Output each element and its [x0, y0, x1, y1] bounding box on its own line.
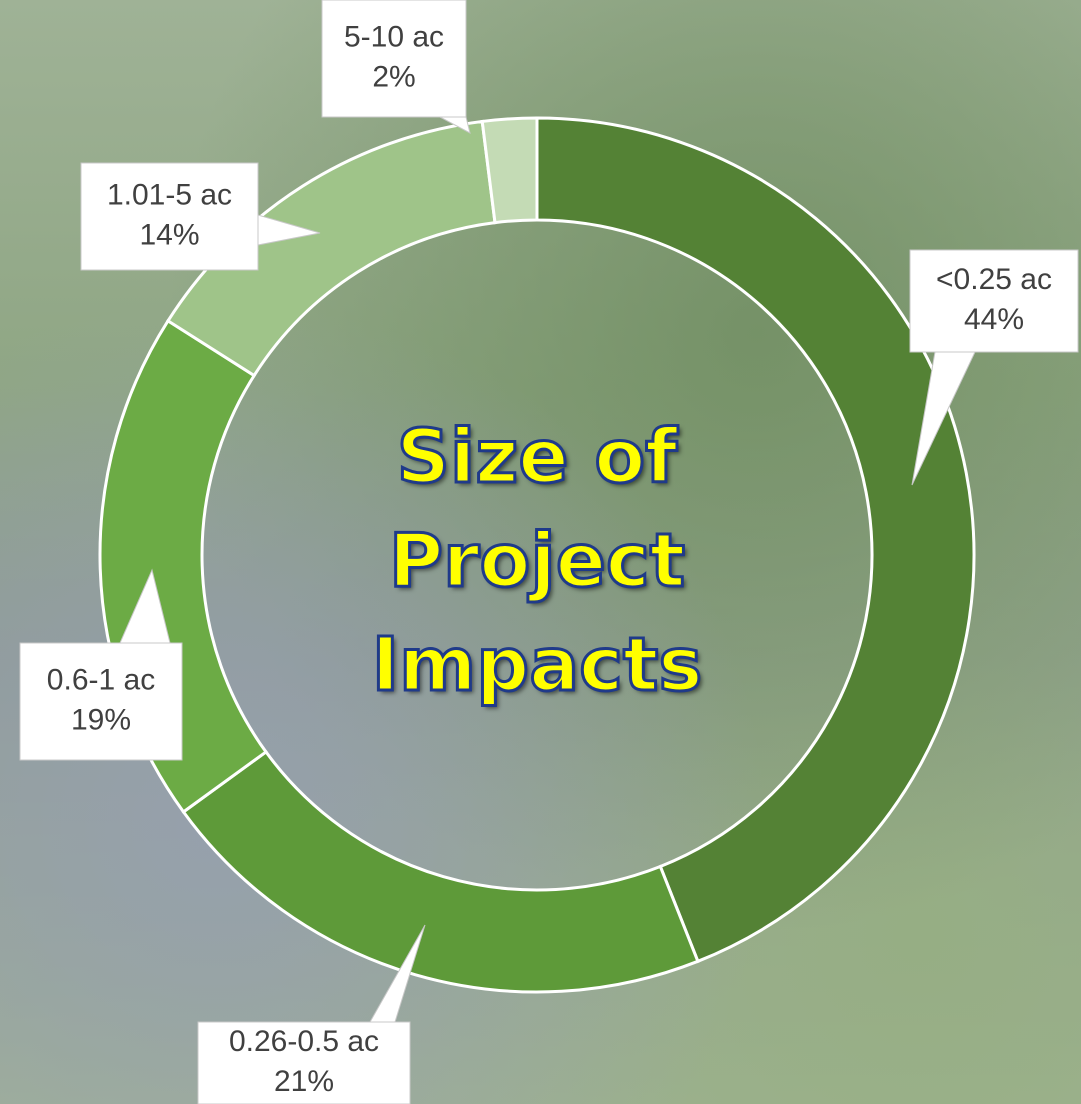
callout-seam — [21, 644, 181, 759]
slice-value-label: 21% — [274, 1065, 334, 1098]
callout-seam — [82, 164, 257, 269]
slice-label: 0.6-1 ac — [47, 663, 155, 696]
slice-value-label: 44% — [964, 303, 1024, 336]
callout-seam — [911, 251, 1077, 351]
donut-slice — [181, 749, 700, 994]
slice-label: 5-10 ac — [344, 20, 444, 53]
slice-label: 1.01-5 ac — [107, 178, 232, 211]
callout-seam — [199, 1023, 409, 1103]
callout-seam — [323, 1, 465, 116]
donut-slice — [480, 116, 539, 225]
slice-label: 0.26-0.5 ac — [229, 1025, 379, 1058]
slice-value-label: 14% — [139, 218, 199, 251]
slice-value-label: 19% — [71, 703, 131, 736]
donut-slice — [535, 116, 976, 964]
slice-label: <0.25 ac — [936, 263, 1052, 296]
slice-value-label: 2% — [372, 60, 415, 93]
chart-title: Size of Project Impacts — [370, 413, 704, 710]
